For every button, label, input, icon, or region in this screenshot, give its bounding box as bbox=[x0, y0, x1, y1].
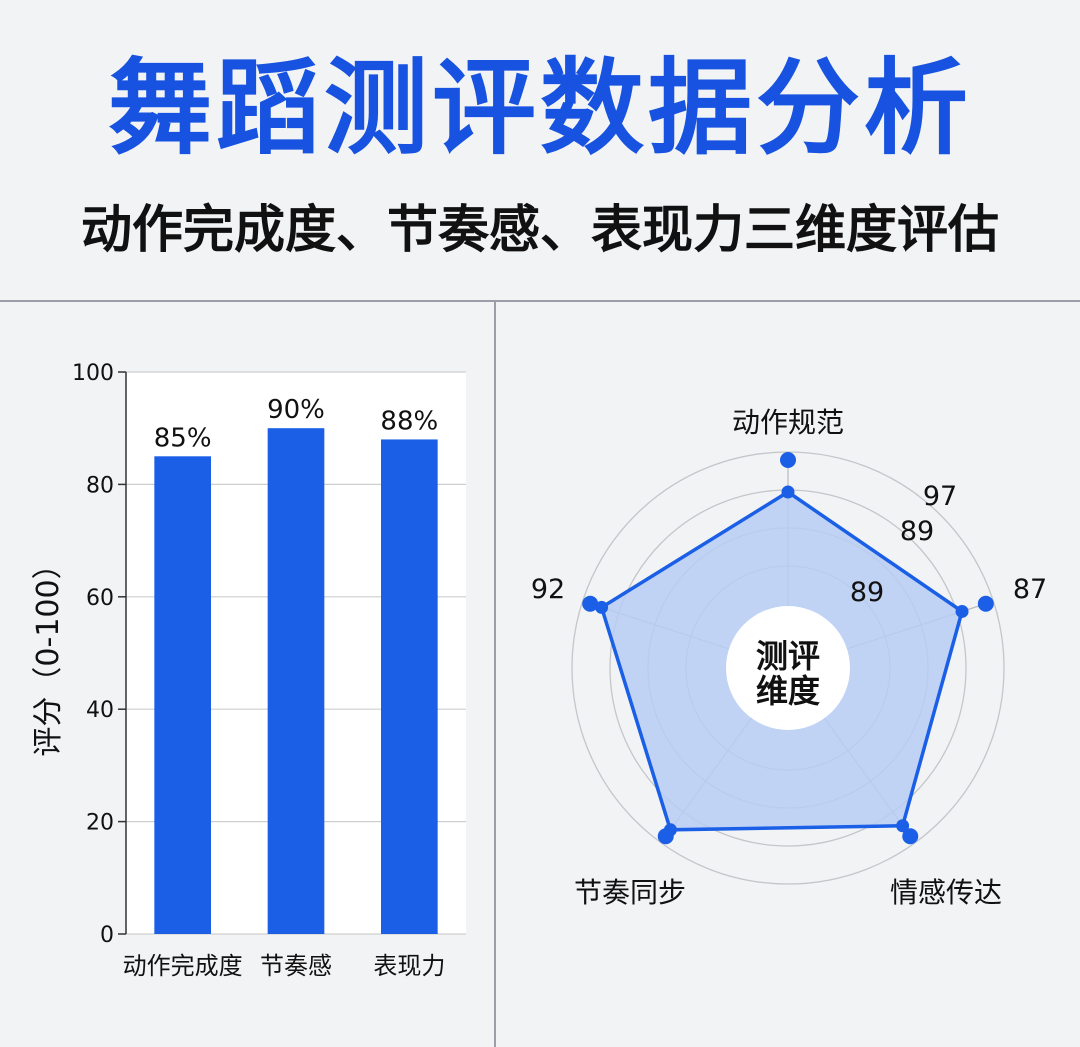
y-tick-label: 80 bbox=[86, 473, 114, 498]
radar-axis-marker bbox=[582, 595, 599, 612]
bar bbox=[267, 428, 325, 934]
bar bbox=[381, 439, 438, 934]
radar-point bbox=[896, 819, 910, 833]
x-category-label: 节奏感 bbox=[260, 952, 332, 980]
y-axis-label: 评分（0-100） bbox=[31, 549, 66, 756]
radar-axis-marker bbox=[657, 828, 674, 845]
bar-chart: 0 20 40 60 80 100 85% 90% 88% 动作完成度 节奏感 表现力 评分（0-… bbox=[31, 361, 466, 980]
radar-value-label: 89 bbox=[850, 577, 884, 608]
radar-axis-marker bbox=[902, 828, 919, 845]
bar-data-label: 90% bbox=[267, 395, 325, 425]
radar-point bbox=[595, 600, 609, 614]
vertical-divider bbox=[494, 300, 496, 1047]
x-category-label: 表现力 bbox=[373, 952, 445, 980]
y-tick-label: 0 bbox=[100, 923, 114, 948]
y-tick-label: 40 bbox=[86, 698, 114, 723]
radar-axis-label-top: 动作规范 bbox=[732, 406, 844, 439]
radar-axis-marker bbox=[977, 595, 994, 612]
radar-value-label: 87 bbox=[1013, 574, 1047, 605]
bar-data-label: 88% bbox=[380, 406, 438, 436]
radar-axis-marker bbox=[780, 452, 796, 468]
page-title: 舞蹈测评数据分析 bbox=[107, 47, 972, 169]
radar-value-label: 97 bbox=[923, 481, 957, 512]
radar-center-label-line2: 维度 bbox=[756, 672, 820, 710]
bar bbox=[154, 456, 211, 934]
radar-point bbox=[955, 604, 969, 618]
bar-data-label: 85% bbox=[154, 423, 212, 453]
y-tick-label: 60 bbox=[86, 586, 114, 611]
horizontal-divider bbox=[0, 300, 1080, 302]
radar-point bbox=[781, 485, 795, 499]
x-category-label: 动作完成度 bbox=[123, 952, 243, 980]
y-tick-label: 100 bbox=[72, 361, 114, 386]
y-tick-label: 20 bbox=[86, 811, 114, 836]
radar-center-circle bbox=[726, 606, 850, 730]
radar-value-label: 92 bbox=[531, 574, 565, 605]
radar-axis-label-bottom-left: 节奏同步 bbox=[574, 876, 686, 909]
page-subtitle: 动作完成度、节奏感、表现力三维度评估 bbox=[80, 201, 999, 260]
radar-chart: 测评 维度 动作规范 情感传达 节奏同步 97 89 89 87 92 bbox=[531, 406, 1047, 909]
radar-center-label-line1: 测评 bbox=[756, 637, 820, 675]
radar-value-label: 89 bbox=[900, 516, 934, 547]
radar-axis-label-bottom-right: 情感传达 bbox=[890, 876, 1002, 909]
